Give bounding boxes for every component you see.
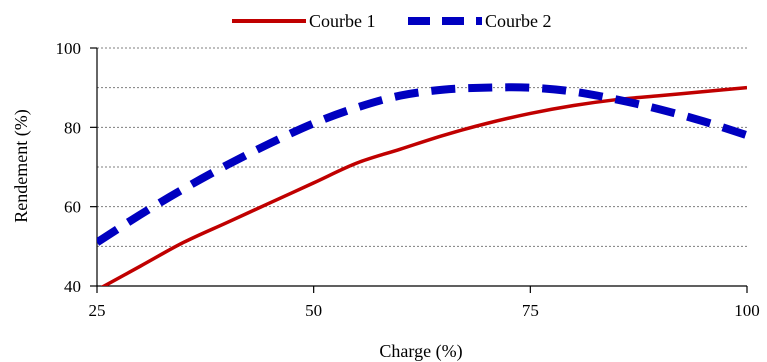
- legend: Courbe 1 Courbe 2: [232, 11, 552, 31]
- series-line-courbe-1: [100, 85, 747, 286]
- y-tick-label-80: 80: [64, 118, 81, 137]
- legend-label-courbe-2: Courbe 2: [485, 11, 552, 31]
- axes: [90, 47, 748, 293]
- gridlines: [97, 47, 747, 247]
- y-tick-label-40: 40: [64, 277, 81, 296]
- tick-labels: 40 60 80 100 25 50 75 100: [56, 39, 760, 320]
- x-tick-label-50: 50: [305, 301, 322, 320]
- x-tick-label-25: 25: [89, 301, 106, 320]
- y-tick-label-60: 60: [64, 198, 81, 217]
- y-tick-label-100: 100: [56, 39, 82, 58]
- x-tick-label-75: 75: [522, 301, 539, 320]
- y-axis-title: Rendement (%): [11, 109, 32, 222]
- x-axis-title: Charge (%): [379, 341, 462, 362]
- legend-label-courbe-1: Courbe 1: [309, 11, 376, 31]
- series-lines: [97, 83, 747, 286]
- series-line-courbe-2: [97, 83, 747, 246]
- x-tick-label-100: 100: [734, 301, 760, 320]
